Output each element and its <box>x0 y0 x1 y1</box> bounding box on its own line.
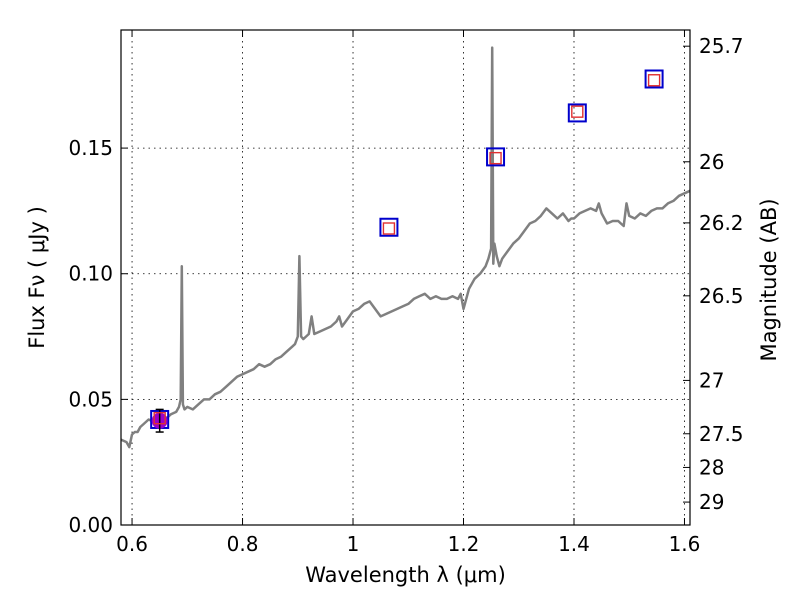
y2-tick-label: 27.5 <box>699 422 744 446</box>
tick-layer: 0.6 0.8 1 1.2 1.4 1.6 0.00 0.05 0.10 0.15 25.7 26 26… <box>68 30 744 556</box>
y-tick-label: 0.10 <box>68 262 113 286</box>
x-tick-label: 0.8 <box>227 532 259 556</box>
x-tick-label: 1.6 <box>669 532 701 556</box>
plot-frame <box>120 29 691 526</box>
y-axis-label: Flux Fν ( μJy ) <box>25 206 49 349</box>
y2-tick-label: 29 <box>699 490 724 514</box>
spectrum-line <box>120 46 691 449</box>
y2-axis-label: Magnitude (AB) <box>757 198 781 361</box>
x-tick-label: 1.2 <box>448 532 480 556</box>
y-tick-label: 0.05 <box>68 387 113 411</box>
observed-square <box>644 69 664 89</box>
model-square <box>571 105 584 118</box>
observed-square <box>379 217 399 237</box>
model-square <box>647 74 661 87</box>
x-axis-label: Wavelength λ (μm) <box>305 563 506 587</box>
y2-tick-label: 28 <box>699 455 724 479</box>
y-tick-label: 0.15 <box>68 136 113 160</box>
observed-square <box>486 147 506 167</box>
x-tick-label: 1 <box>347 532 360 556</box>
y-tick-label: 0.00 <box>68 513 113 537</box>
y2-tick-label: 26.2 <box>699 211 744 235</box>
x-tick-label: 0.6 <box>116 532 148 556</box>
model-square <box>153 412 166 425</box>
model-square <box>382 222 396 235</box>
data-layer <box>120 46 691 449</box>
y2-tick-label: 26 <box>699 150 724 174</box>
y2-tick-label: 25.7 <box>699 34 744 58</box>
x-tick-label: 1.4 <box>558 532 590 556</box>
y2-tick-label: 27 <box>699 368 724 392</box>
grid-layer <box>121 30 690 526</box>
y2-tick-label: 26.5 <box>699 284 744 308</box>
model-square <box>489 151 502 165</box>
observed-square <box>567 103 587 123</box>
